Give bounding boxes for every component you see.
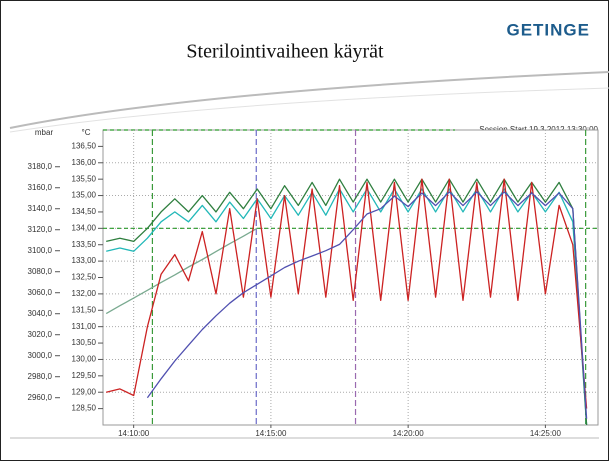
y-tick-label: 130,00: [72, 355, 97, 364]
y2-tick-label: 3040,0: [28, 309, 53, 318]
y2-tick-label: 3120,0: [28, 225, 53, 234]
y-tick-label: 131,50: [72, 305, 97, 314]
y-tick-label: 133,00: [72, 256, 97, 265]
y2-tick-label: 3000,0: [28, 351, 53, 360]
y-tick-label: 135,00: [72, 191, 97, 200]
series-line: [106, 178, 588, 425]
brand: GETINGE: [506, 20, 590, 39]
x-tick-label: 14:25:00: [530, 429, 562, 438]
y2-tick-label: 3140,0: [28, 204, 53, 213]
y2-tick-label: 3080,0: [28, 267, 53, 276]
y2-tick-label: 3060,0: [28, 288, 53, 297]
swoosh: [9, 87, 609, 133]
y2-tick-label: 2980,0: [28, 372, 53, 381]
y2-tick-label: 2960,0: [28, 393, 53, 402]
y-tick-label: 130,50: [72, 338, 97, 347]
x-tick-label: 14:20:00: [393, 429, 425, 438]
y2-tick-label: 3020,0: [28, 330, 53, 339]
y-tick-label: 132,50: [72, 273, 97, 282]
y-tick-label: 131,00: [72, 322, 97, 331]
y-tick-label: 134,50: [72, 207, 97, 216]
y-tick-label: 129,00: [72, 387, 97, 396]
x-tick-label: 14:15:00: [255, 429, 287, 438]
plot: [103, 130, 598, 425]
swoosh: [9, 71, 609, 129]
y2-tick-label: 3160,0: [28, 183, 53, 192]
series-line: [106, 188, 588, 425]
y-tick-label: 128,50: [72, 404, 97, 413]
y-axis-label: °C: [82, 128, 91, 137]
y-tick-label: 136,50: [72, 141, 97, 150]
y2-tick-label: 3100,0: [28, 246, 53, 255]
series-line: [146, 191, 588, 419]
y-tick-label: 134,00: [72, 223, 97, 232]
chart-title: Sterilointivaiheen käyrät: [186, 41, 384, 63]
y-tick-label: 132,00: [72, 289, 97, 298]
y2-tick-label: 3180,0: [28, 162, 53, 171]
y-tick-label: 129,50: [72, 371, 97, 380]
series-line: [105, 227, 258, 315]
series-line: [106, 178, 588, 409]
x-tick-label: 14:10:00: [118, 429, 150, 438]
y-tick-label: 135,50: [72, 174, 97, 183]
y-tick-label: 136,00: [72, 158, 97, 167]
y-tick-label: 133,50: [72, 240, 97, 249]
y2-axis-label: mbar: [35, 128, 54, 137]
